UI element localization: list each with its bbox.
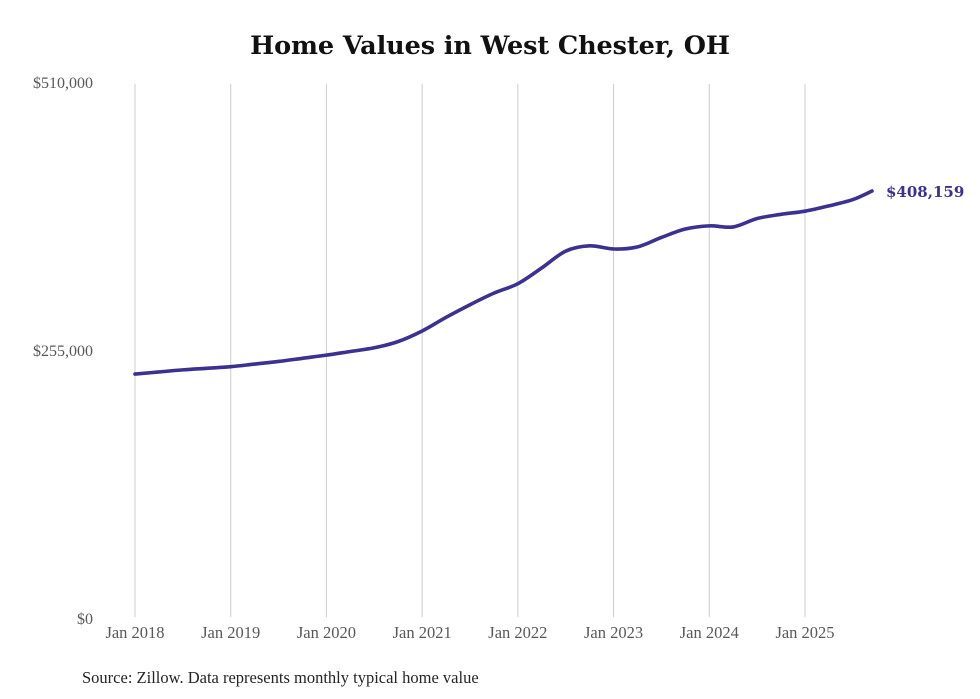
x-axis-tick-7: Jan 2025 [775, 623, 835, 642]
data-line-typical-home-value [133, 189, 874, 376]
x-axis-tick-6: Jan 2024 [679, 623, 739, 642]
x-axis-tick-3: Jan 2021 [392, 623, 452, 642]
y-axis-tick-0: $0 [77, 611, 93, 628]
x-axis-tick-1: Jan 2019 [201, 623, 261, 642]
x-axis-tick-5: Jan 2023 [584, 623, 644, 642]
x-axis-tick-2: Jan 2020 [296, 623, 356, 642]
data-line-group [133, 189, 874, 376]
y-axis-tick-2: $510,000 [33, 75, 93, 92]
x-axis-tick-0: Jan 2018 [105, 623, 165, 642]
page-title: Home Values in West Chester, OH [250, 31, 730, 61]
source-note: Source: Zillow. Data represents monthly … [82, 668, 479, 687]
gridline-group [134, 84, 806, 617]
x-axis-tick-4: Jan 2022 [488, 623, 548, 642]
y-axis-tick-1: $255,000 [33, 343, 93, 360]
endpoint-value-label: $408,159 [886, 183, 965, 202]
